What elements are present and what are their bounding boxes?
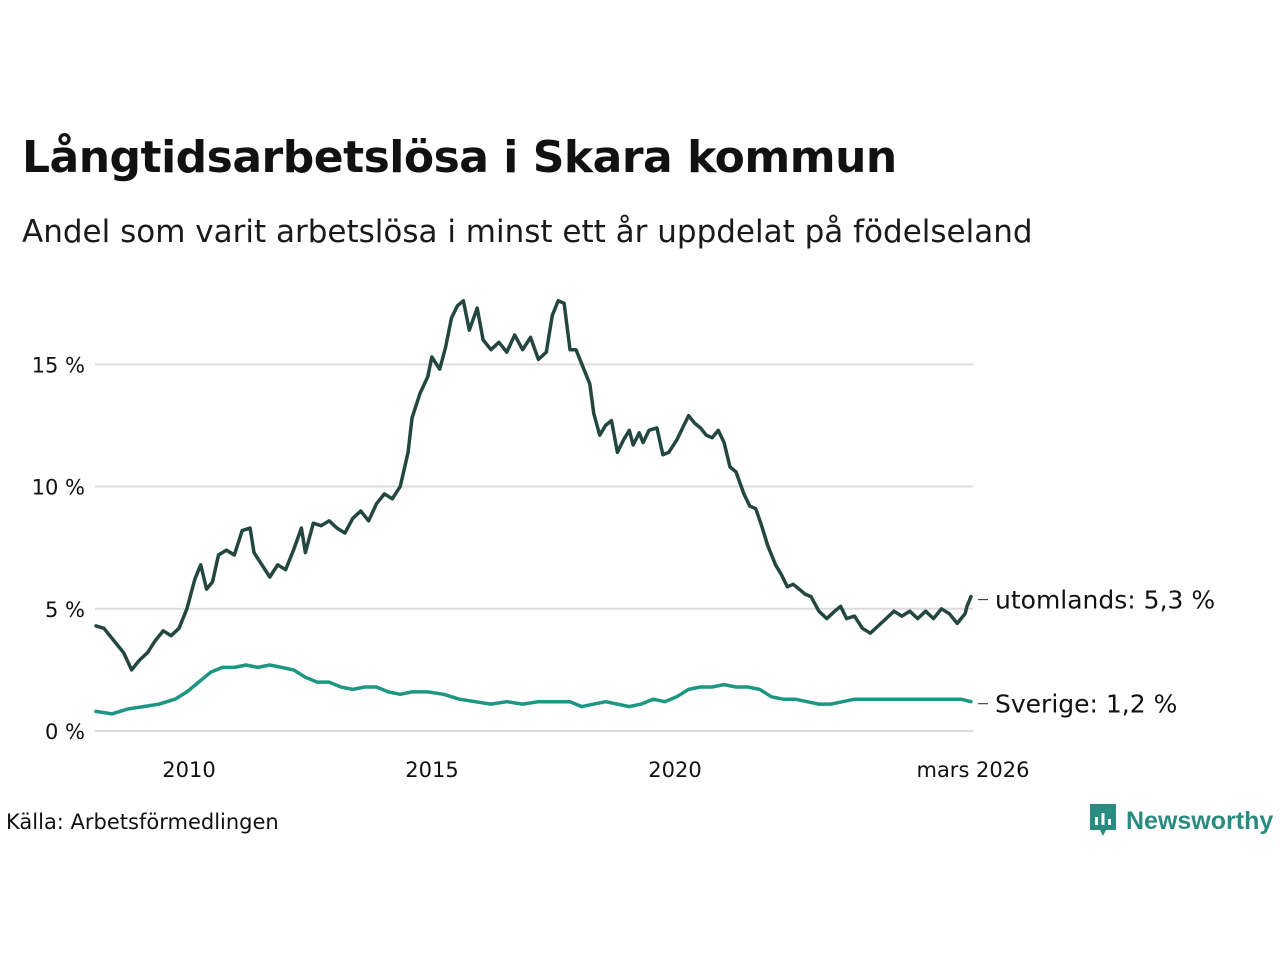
source-credit: Källa: Arbetsförmedlingen [6, 810, 279, 834]
x-tick-label: 2010 [162, 758, 215, 782]
chart-title: Långtidsarbetslösa i Skara kommun [22, 132, 897, 183]
y-tick-label: 0 % [45, 720, 85, 744]
x-tick-label: mars 2026 [916, 758, 1029, 782]
x-tick-label: 2015 [405, 758, 458, 782]
series-line-utomlands [94, 299, 973, 672]
chart-subtitle: Andel som varit arbetslösa i minst ett å… [22, 214, 1033, 250]
end-label-sverige: Sverige: 1,2 % [995, 690, 1177, 719]
y-tick-label: 10 % [32, 476, 85, 500]
brand-logo[interactable]: Newsworthy [1088, 802, 1273, 840]
y-tick-label: 5 % [45, 598, 85, 622]
y-tick-label: 15 % [32, 353, 85, 377]
brand-name: Newsworthy [1126, 806, 1274, 835]
bar-chart-badge-icon [1090, 804, 1116, 836]
x-tick-label: 2020 [648, 758, 701, 782]
end-label-utomlands: utomlands: 5,3 % [995, 586, 1215, 615]
series-line-sverige [94, 663, 973, 716]
